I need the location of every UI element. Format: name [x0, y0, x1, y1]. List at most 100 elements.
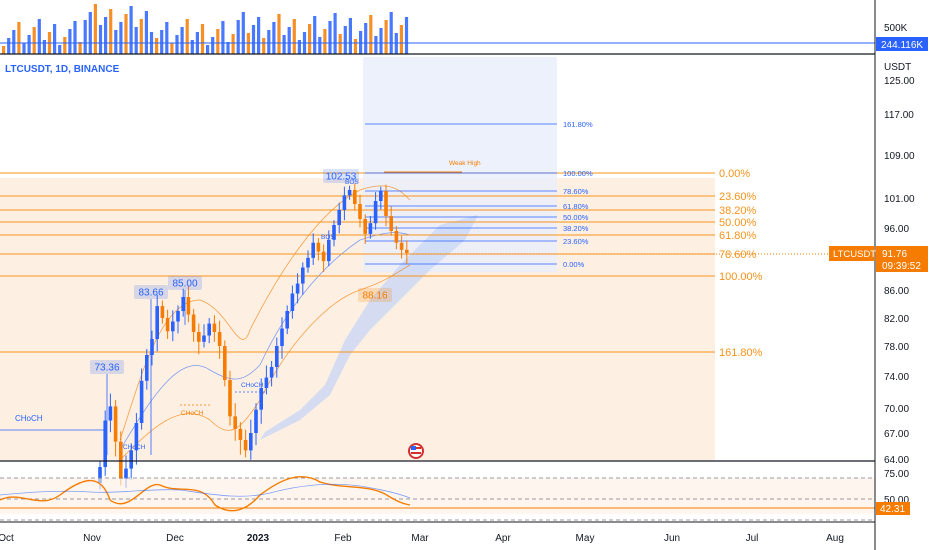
candle-body — [379, 191, 383, 201]
choch-label: CHoCH — [15, 414, 43, 423]
candle-body — [327, 239, 331, 262]
volume-bar — [129, 6, 133, 54]
time-axis[interactable]: Oct Nov Dec 2023 Feb Mar Apr May Jun Jul Aug — [0, 533, 844, 544]
volume-bar — [12, 30, 16, 54]
time-label: Dec — [166, 533, 184, 544]
candle-body — [238, 428, 243, 440]
candle-body — [249, 433, 253, 451]
candle-body — [358, 204, 362, 219]
price-tag-countdown: 09:39:52 — [882, 261, 921, 272]
fib-left-label: 161.80% — [563, 120, 593, 129]
volume-bar — [190, 40, 194, 54]
candle-body — [301, 267, 305, 284]
candle-body — [98, 467, 102, 483]
volume-bar — [251, 25, 256, 54]
volume-bar — [134, 27, 138, 54]
fib-right-label: 23.60% — [719, 191, 757, 203]
candle-body — [384, 191, 388, 216]
flag-icon[interactable] — [408, 443, 424, 459]
candle-body — [332, 225, 336, 240]
candle-body — [181, 297, 185, 311]
volume-bar — [292, 19, 296, 54]
volume-bar — [2, 46, 6, 54]
candle-body — [212, 323, 217, 332]
candle-body — [113, 406, 118, 442]
volume-bar — [22, 43, 26, 54]
candle-body — [316, 242, 321, 252]
candle-body — [217, 332, 222, 346]
volume-bar — [32, 27, 36, 54]
volume-bar — [231, 34, 235, 54]
label-8366-bg — [134, 285, 168, 299]
current-price-tag[interactable]: LTCUSDT 91.76 09:39:52 — [410, 246, 928, 272]
choch-label: CHoCH — [181, 410, 204, 417]
candle-body — [306, 257, 310, 268]
label-8816: 88.16 — [362, 291, 387, 302]
rsi-ma — [0, 483, 411, 499]
volume-bar — [78, 42, 82, 54]
volume-bar — [211, 37, 215, 54]
candle-body — [155, 306, 159, 339]
price-axis[interactable]: USDT 125.00 117.00 109.00 101.00 96.00 86.00 8… — [884, 62, 915, 466]
label-8816-bg — [358, 288, 392, 302]
candles — [98, 183, 409, 490]
volume-bar — [73, 21, 77, 54]
price-tick: 125.00 — [884, 76, 915, 87]
volume-bar — [297, 40, 301, 54]
price-tick: 86.00 — [884, 286, 909, 297]
symbol-title[interactable]: LTCUSDT, 1D, BINANCE — [5, 64, 120, 75]
candle-body — [363, 219, 367, 234]
label-high-bg — [323, 169, 359, 183]
volume-bar — [88, 12, 92, 54]
volume-bar — [42, 40, 46, 54]
candle-body — [228, 380, 232, 417]
fib-left-label: 0.00% — [563, 260, 585, 269]
volume-bar — [323, 29, 327, 54]
rsi-line — [0, 476, 411, 512]
candle-body — [108, 406, 113, 421]
volume-bar — [185, 19, 189, 54]
volume-bar — [343, 26, 347, 54]
cloud-shape — [260, 215, 478, 440]
time-label: Oct — [0, 533, 14, 544]
rsi-last-tag — [876, 502, 910, 515]
volume-bar — [236, 20, 240, 54]
candle-body — [191, 314, 196, 332]
candle-body — [124, 468, 128, 479]
time-label: 2023 — [247, 533, 270, 544]
candle-body — [186, 297, 191, 315]
candle-body — [259, 388, 263, 410]
candle-body — [176, 311, 180, 322]
candle-body — [373, 201, 378, 224]
choch-label: CHoCH — [241, 382, 264, 389]
candle-body — [347, 189, 352, 196]
volume-bar — [287, 27, 291, 54]
volume-bar — [333, 13, 337, 54]
volume-bar — [27, 35, 31, 54]
volume-bar — [53, 24, 57, 54]
time-label: Jun — [664, 533, 680, 544]
volume-bar — [175, 35, 179, 54]
candle-body — [134, 423, 139, 451]
candle-body — [405, 249, 409, 253]
price-tick: 109.00 — [884, 151, 915, 162]
candle-body — [103, 420, 107, 467]
candle-body — [165, 318, 170, 332]
fib-right-label: 38.20% — [719, 205, 757, 217]
fib-left-label: 78.60% — [563, 187, 589, 196]
candle-body — [160, 306, 165, 318]
volume-bar — [267, 30, 271, 54]
candle-body — [197, 332, 201, 342]
candle-body — [139, 380, 144, 423]
price-tag-value: 91.76 — [882, 249, 907, 260]
candle-body — [353, 189, 357, 204]
candle-body — [202, 335, 206, 342]
volume-bar — [165, 22, 169, 54]
time-label: Feb — [334, 533, 352, 544]
volume-bar — [180, 27, 184, 54]
bos-label: BOS — [345, 179, 359, 186]
candle-body — [269, 367, 274, 378]
rsi-tick-50: 50.00 — [884, 495, 909, 506]
